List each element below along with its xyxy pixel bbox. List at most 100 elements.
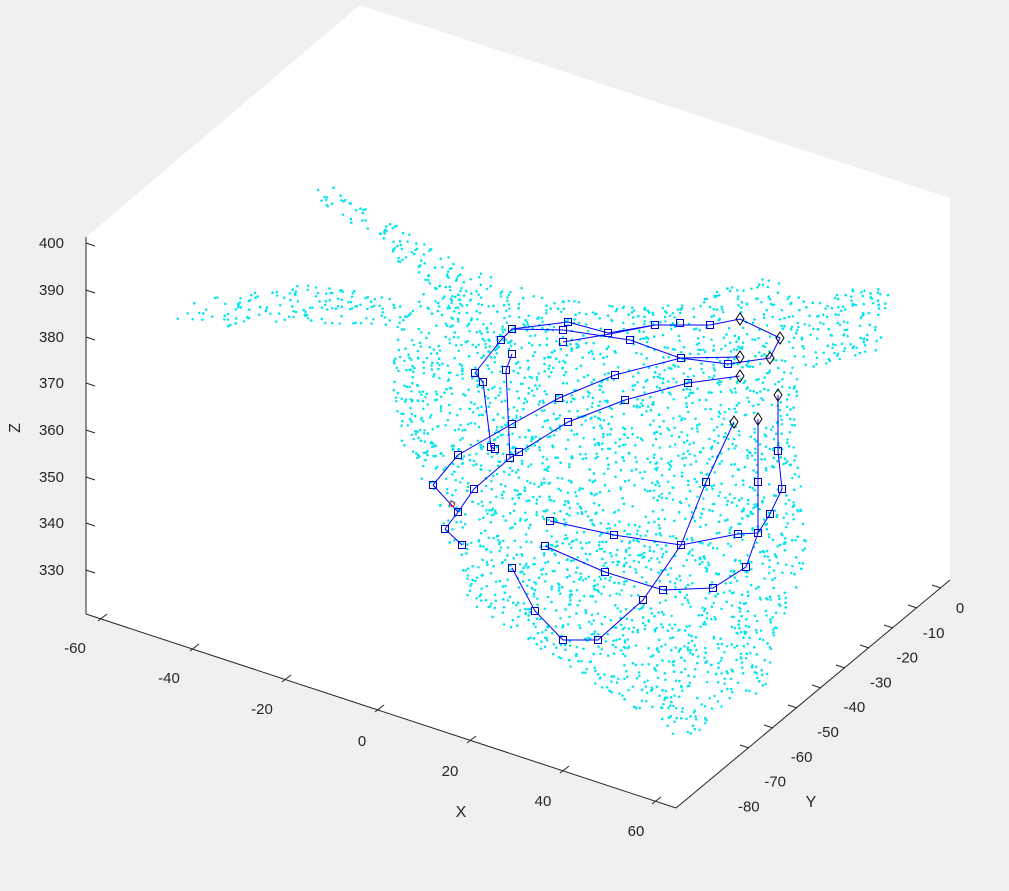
cloud-point [524,449,528,452]
cloud-point [584,456,588,460]
cloud-point [648,545,652,549]
cloud-point [616,563,619,567]
cloud-point [754,665,758,669]
cloud-point [411,450,415,453]
cloud-point [748,636,751,640]
cloud-point [557,589,561,592]
cloud-point [588,637,592,640]
cloud-point [563,361,567,364]
cloud-point [557,586,561,590]
cloud-point [446,274,449,278]
cloud-point [801,562,805,565]
cloud-point [331,321,334,325]
cloud-point [672,377,675,380]
cloud-point [420,393,423,396]
cloud-point [330,306,334,310]
cloud-point [886,293,890,297]
z-tick-label: 380 [39,329,64,346]
cloud-point [552,325,556,329]
cloud-point [862,340,866,344]
diamond-marker [765,351,775,365]
cloud-point [678,574,681,578]
cloud-point [528,578,531,582]
cloud-point [482,545,485,548]
cloud-point [791,513,795,516]
cloud-point [789,463,793,467]
cloud-point [673,443,677,446]
cloud-point [517,306,520,310]
cloud-point [755,391,759,395]
cloud-point [704,622,708,626]
cloud-point [725,670,728,673]
cloud-point [743,379,747,383]
cloud-point [584,552,587,556]
cloud-point [626,646,630,650]
square-marker [626,336,634,344]
square-marker [594,636,602,644]
cloud-point [597,417,601,420]
cloud-point [604,540,608,544]
cloud-point [441,297,445,300]
cloud-point [724,432,727,435]
cloud-point [713,615,716,619]
cloud-point [637,314,640,318]
cloud-point [655,430,659,434]
cloud-point [481,504,484,508]
cloud-point [786,438,789,441]
cloud-point [547,375,551,378]
cloud-point [479,283,483,287]
cloud-point [566,623,570,626]
cloud-point [637,608,641,611]
cloud-point [422,361,425,364]
cloud-point [786,297,790,300]
cloud-point [624,548,628,551]
cloud-point [441,265,444,269]
cloud-point [780,423,784,426]
cloud-point [414,430,417,433]
square-marker [508,420,516,428]
cloud-point [703,607,707,610]
cloud-point [439,395,443,398]
cloud-point [578,453,582,456]
square-marker [515,448,523,456]
cloud-point [538,343,542,347]
cloud-point [618,637,621,641]
cloud-point [744,413,748,416]
cloud-point [580,512,584,516]
y-tick-mark [859,644,870,649]
cloud-point [223,318,226,321]
cloud-point [432,372,436,376]
cloud-point [608,689,611,692]
cloud-point [869,292,872,295]
cloud-point [450,386,453,390]
cloud-point [618,593,621,596]
cloud-point [506,443,510,446]
cloud-point [630,427,634,430]
cloud-point [863,344,867,347]
cloud-point [418,428,422,432]
cloud-point [728,589,731,592]
cloud-point [659,706,663,709]
cloud-point [661,689,664,692]
cloud-point [461,367,464,370]
cloud-point [559,656,563,660]
cloud-point [500,290,504,293]
cloud-point [652,419,655,422]
cloud-point [501,331,505,334]
cloud-point [504,519,508,522]
cloud-point [772,494,776,497]
cloud-point [626,331,629,335]
cloud-point [740,347,744,351]
cloud-point [736,632,739,635]
cloud-point [624,443,627,446]
cloud-point [686,648,690,652]
cloud-point [557,583,561,586]
cloud-point [733,357,736,361]
cloud-point [759,362,762,365]
cloud-point [532,637,536,640]
cloud-point [396,391,400,395]
cloud-point [600,686,604,689]
cloud-point [798,308,801,312]
cloud-point [702,556,706,560]
cloud-point [688,352,692,356]
